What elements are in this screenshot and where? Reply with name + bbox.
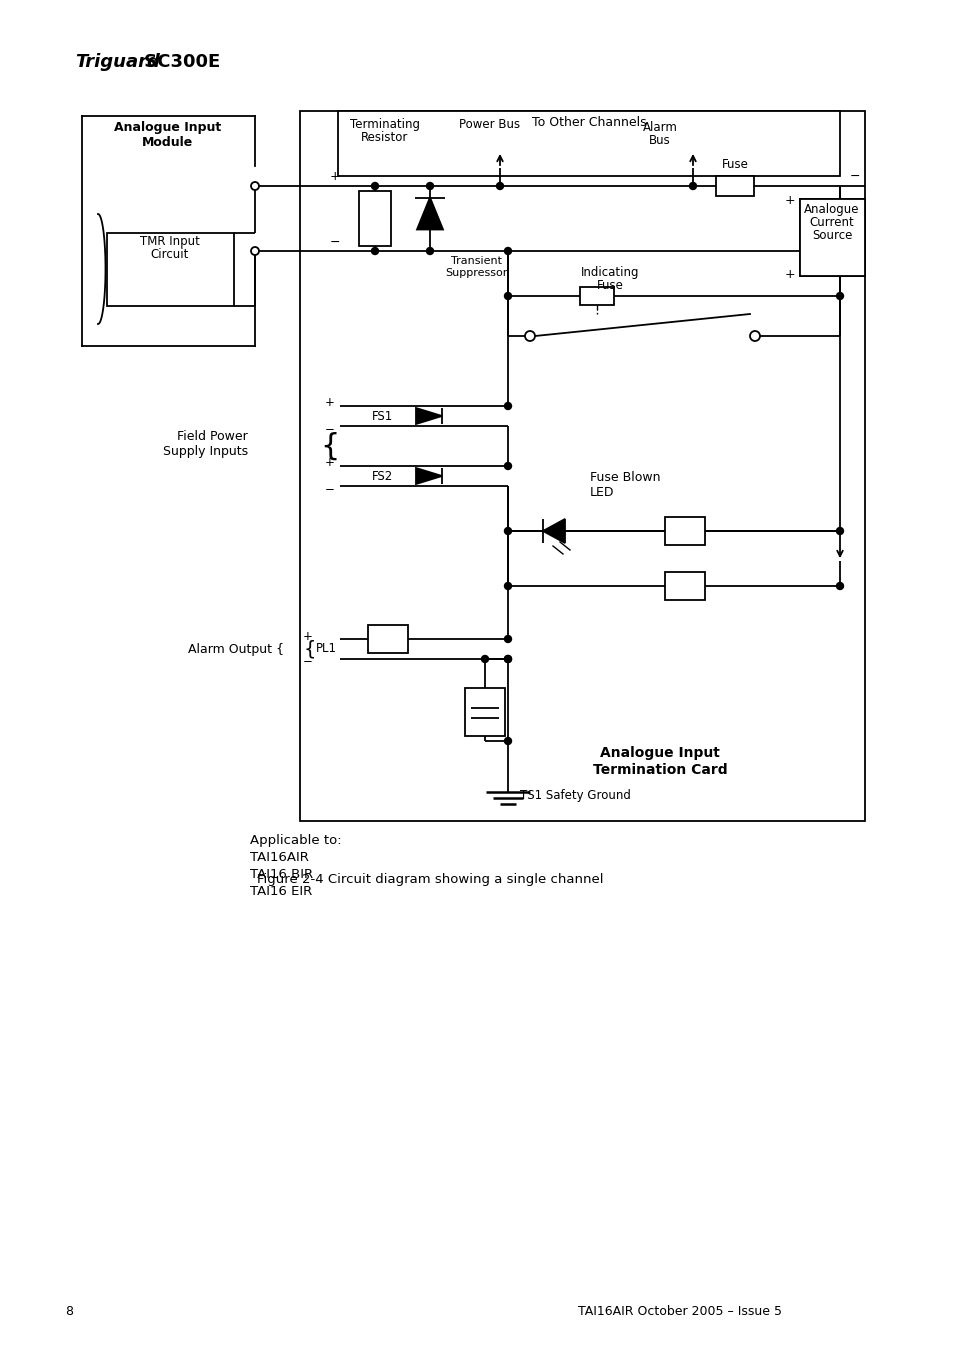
- Circle shape: [504, 403, 511, 409]
- Text: TAI16 BIR: TAI16 BIR: [250, 867, 313, 881]
- Text: −: −: [330, 236, 340, 249]
- Text: To Other Channels: To Other Channels: [531, 116, 645, 128]
- Text: Source: Source: [811, 230, 851, 243]
- Text: Fuse: Fuse: [720, 158, 748, 172]
- Text: Circuit: Circuit: [151, 249, 189, 261]
- Text: FS2: FS2: [372, 470, 393, 482]
- Text: Source: Source: [811, 230, 851, 242]
- Bar: [358, 190, 391, 246]
- Text: FS1: FS1: [372, 409, 393, 423]
- Text: Field Power: Field Power: [177, 430, 248, 443]
- Text: Analogue Input: Analogue Input: [599, 746, 720, 761]
- Circle shape: [504, 655, 511, 662]
- Text: Analogue: Analogue: [803, 204, 859, 218]
- Polygon shape: [416, 467, 441, 484]
- Text: Indicating: Indicating: [580, 266, 639, 280]
- Text: +: +: [303, 630, 313, 643]
- Text: TMR Input: TMR Input: [140, 235, 200, 249]
- Bar: [716, 176, 753, 196]
- Text: PL1: PL1: [315, 643, 336, 655]
- Circle shape: [689, 182, 696, 189]
- Text: +: +: [325, 396, 335, 409]
- Text: {: {: [320, 431, 339, 461]
- Circle shape: [504, 738, 511, 744]
- Text: Triguard: Triguard: [75, 53, 160, 72]
- Bar: [301, 112, 862, 820]
- Bar: [82, 116, 254, 346]
- Circle shape: [836, 527, 842, 535]
- Text: Fuse Blown: Fuse Blown: [589, 471, 659, 484]
- Text: −: −: [325, 423, 335, 435]
- Text: SC300E: SC300E: [138, 53, 220, 72]
- Bar: [800, 199, 864, 276]
- Text: Power Bus: Power Bus: [459, 118, 520, 131]
- Circle shape: [504, 582, 511, 589]
- Text: Transient
Suppressor: Transient Suppressor: [444, 255, 507, 277]
- Bar: [337, 111, 840, 176]
- Circle shape: [504, 293, 511, 300]
- Polygon shape: [416, 197, 442, 230]
- Bar: [579, 286, 614, 305]
- Bar: [801, 200, 862, 274]
- Text: +: +: [325, 457, 335, 470]
- Text: {: {: [303, 639, 315, 658]
- Text: TAI16AIR October 2005 – Issue 5: TAI16AIR October 2005 – Issue 5: [578, 1305, 781, 1319]
- Circle shape: [749, 331, 760, 340]
- Circle shape: [426, 247, 433, 254]
- Text: +: +: [783, 195, 794, 207]
- Text: Current: Current: [809, 218, 854, 230]
- Circle shape: [524, 331, 535, 340]
- Text: 8: 8: [65, 1305, 73, 1319]
- Text: Analogue: Analogue: [803, 203, 859, 216]
- Bar: [368, 626, 408, 653]
- Circle shape: [371, 247, 378, 254]
- Bar: [664, 517, 704, 544]
- Text: TAI16 EIR: TAI16 EIR: [250, 885, 312, 898]
- Bar: [664, 571, 704, 600]
- Text: Resistor: Resistor: [361, 131, 408, 145]
- Text: −: −: [303, 655, 313, 669]
- Text: Analogue Input: Analogue Input: [114, 122, 221, 134]
- Circle shape: [836, 293, 842, 300]
- Text: Alarm Output {: Alarm Output {: [188, 643, 284, 655]
- Text: Termination Card: Termination Card: [592, 763, 726, 777]
- Circle shape: [504, 462, 511, 470]
- Bar: [464, 688, 504, 736]
- Text: +: +: [330, 170, 340, 182]
- Circle shape: [504, 527, 511, 535]
- Text: Figure 2-4 Circuit diagram showing a single channel: Figure 2-4 Circuit diagram showing a sin…: [256, 873, 602, 886]
- Text: Module: Module: [142, 136, 193, 149]
- Text: Current: Current: [809, 216, 854, 230]
- Text: TAI16AIR: TAI16AIR: [250, 851, 309, 865]
- Text: Alarm: Alarm: [642, 122, 677, 134]
- Text: Bus: Bus: [648, 134, 670, 147]
- Circle shape: [371, 182, 378, 189]
- Circle shape: [426, 182, 433, 189]
- Circle shape: [504, 655, 511, 662]
- Circle shape: [504, 635, 511, 643]
- Circle shape: [251, 247, 258, 255]
- Text: +: +: [783, 267, 794, 281]
- Circle shape: [836, 582, 842, 589]
- Text: −: −: [848, 170, 859, 182]
- Text: Terminating: Terminating: [350, 118, 419, 131]
- Text: LED: LED: [589, 486, 614, 499]
- Text: Supply Inputs: Supply Inputs: [163, 444, 248, 458]
- Text: TS1 Safety Ground: TS1 Safety Ground: [519, 789, 630, 801]
- Bar: [83, 118, 253, 345]
- Circle shape: [251, 182, 258, 190]
- Bar: [299, 111, 864, 821]
- Polygon shape: [542, 519, 564, 543]
- Bar: [107, 232, 233, 305]
- Circle shape: [504, 247, 511, 254]
- Circle shape: [496, 182, 503, 189]
- Text: Fuse: Fuse: [596, 280, 622, 292]
- Text: Applicable to:: Applicable to:: [250, 834, 341, 847]
- Text: −: −: [325, 482, 335, 496]
- Polygon shape: [416, 408, 441, 424]
- Circle shape: [481, 655, 488, 662]
- Bar: [800, 199, 864, 276]
